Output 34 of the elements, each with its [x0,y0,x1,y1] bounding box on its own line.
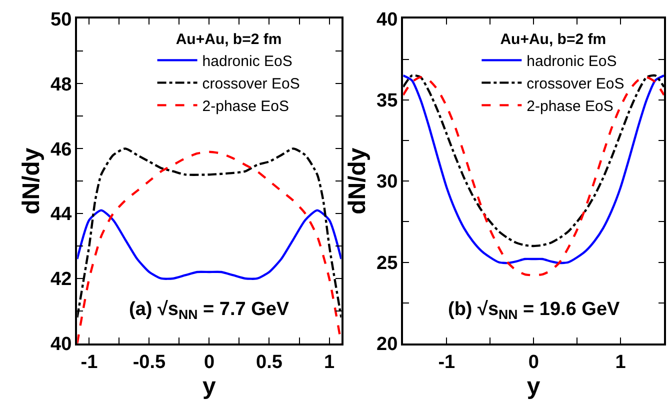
y-tick-label: 42 [50,269,72,290]
x-tick-label: 0.5 [256,352,283,373]
y-tick-label: 46 [50,139,72,160]
x-tick-label: -1 [80,352,98,373]
annotation: (b) √s$_{NN}$ = 19.6 GeV [448,299,620,322]
y-tick-label: 50 [50,9,72,30]
x-tick-label: -1 [438,352,456,373]
legend-label: hadronic EoS [202,53,292,70]
annotation: (a) √s$_{NN}$ = 7.7 GeV [129,299,290,322]
legend-title: Au+Au, b=2 fm [500,30,606,48]
legend-label: crossover EoS [526,76,624,93]
y-tick-label: 48 [50,74,72,96]
line-series [77,209,342,280]
x-tick-label: 1 [324,352,335,373]
x-tick-label: 0 [528,352,539,373]
legend-title: Au+Au, b=2 fm [176,30,282,48]
x-tick-label: 1 [615,352,626,373]
legend-label: 2-phase EoS [526,98,614,116]
y-tick-label: 40 [376,9,398,30]
y-tick-label: 25 [376,252,398,274]
legend-label: 2-phase EoS [202,98,290,116]
y-tick-label: 30 [376,172,398,193]
x-tick-label: -0.5 [132,352,166,373]
legend-label: crossover EoS [202,76,300,93]
y-axis-title: dN/dy [18,147,46,214]
legend-label: hadronic EoS [526,53,617,70]
y-axis-title: dN/dy [344,147,372,214]
x-tick-label: 0 [204,352,215,373]
y-tick-label: 35 [376,90,398,112]
y-tick-label: 44 [50,204,72,226]
x-axis-title: y [526,372,541,400]
y-tick-label: 40 [50,334,72,356]
y-tick-label: 20 [376,334,398,356]
x-axis-title: y [202,372,217,400]
